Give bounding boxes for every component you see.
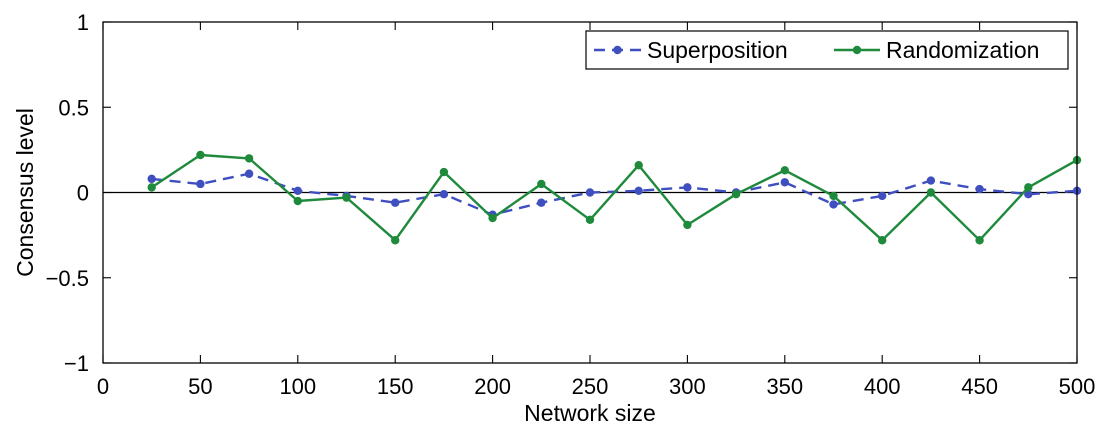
y-tick-labels: −1 −0.5 0 0.5 1 [46, 10, 89, 376]
x-axis-label: Network size [524, 400, 656, 426]
data-point-randomization [634, 161, 643, 170]
x-tick-label: 250 [572, 374, 609, 399]
data-point-superposition [975, 184, 984, 194]
data-point-randomization [196, 150, 205, 160]
x-tick-labels: 0 50 100 150 200 250 300 350 400 450 500 [97, 374, 1095, 399]
data-point-superposition [878, 191, 887, 201]
legend-marker-randomization [852, 45, 862, 55]
data-point-superposition [1024, 190, 1033, 199]
data-point-superposition [829, 200, 838, 209]
data-point-superposition [147, 174, 156, 184]
data-point-randomization [439, 167, 449, 177]
data-point-randomization [731, 190, 741, 199]
x-tick-label: 0 [97, 374, 109, 399]
data-point-randomization [488, 213, 497, 223]
x-tick-label: 350 [766, 374, 803, 399]
x-tick-label: 200 [474, 374, 511, 399]
legend-marker-superposition [613, 45, 622, 55]
x-tick-label: 500 [1059, 374, 1096, 399]
data-point-superposition [683, 183, 692, 192]
series-layer [147, 150, 1082, 245]
x-tick-label: 400 [864, 374, 901, 399]
data-point-randomization [683, 220, 692, 230]
y-tick-label: −1 [64, 351, 89, 376]
data-point-randomization [293, 196, 302, 206]
data-point-superposition [293, 186, 302, 195]
x-tick-label: 450 [961, 374, 998, 399]
x-tick-label: 150 [377, 374, 414, 399]
x-tick-label: 50 [188, 374, 212, 399]
data-point-randomization [878, 236, 887, 245]
data-point-randomization [537, 179, 546, 189]
data-point-superposition [585, 188, 595, 197]
data-point-superposition [196, 179, 205, 189]
data-point-randomization [147, 183, 156, 192]
data-point-superposition [391, 198, 400, 207]
y-axis-label: Consensus level [12, 108, 38, 277]
legend-box [585, 30, 1069, 70]
data-point-randomization [585, 215, 595, 224]
data-point-randomization [1024, 183, 1033, 192]
data-point-randomization [342, 193, 351, 202]
data-point-superposition [439, 190, 449, 199]
data-point-randomization [926, 188, 936, 197]
data-point-superposition [537, 198, 546, 207]
data-point-randomization [829, 191, 838, 201]
legend-label-randomization: Randomization [886, 37, 1039, 63]
legend-label-superposition: Superposition [647, 37, 788, 63]
data-point-randomization [244, 154, 254, 163]
data-point-randomization [975, 236, 984, 245]
data-point-superposition [780, 178, 789, 187]
x-tick-label: 100 [279, 374, 316, 399]
y-tick-label: 0 [77, 181, 89, 206]
data-point-superposition [244, 169, 254, 178]
y-tick-label: 0.5 [58, 95, 89, 120]
data-point-randomization [391, 236, 400, 245]
plot-frame [102, 21, 1078, 364]
y-tick-label: −0.5 [46, 266, 89, 291]
data-point-superposition [634, 186, 643, 195]
x-tick-label: 300 [669, 374, 706, 399]
data-point-superposition [926, 176, 936, 185]
y-tick-label: 1 [77, 10, 89, 35]
data-point-randomization [780, 166, 789, 175]
legend: Superposition Randomization [585, 30, 1069, 70]
series-line-randomization [151, 153, 1078, 242]
